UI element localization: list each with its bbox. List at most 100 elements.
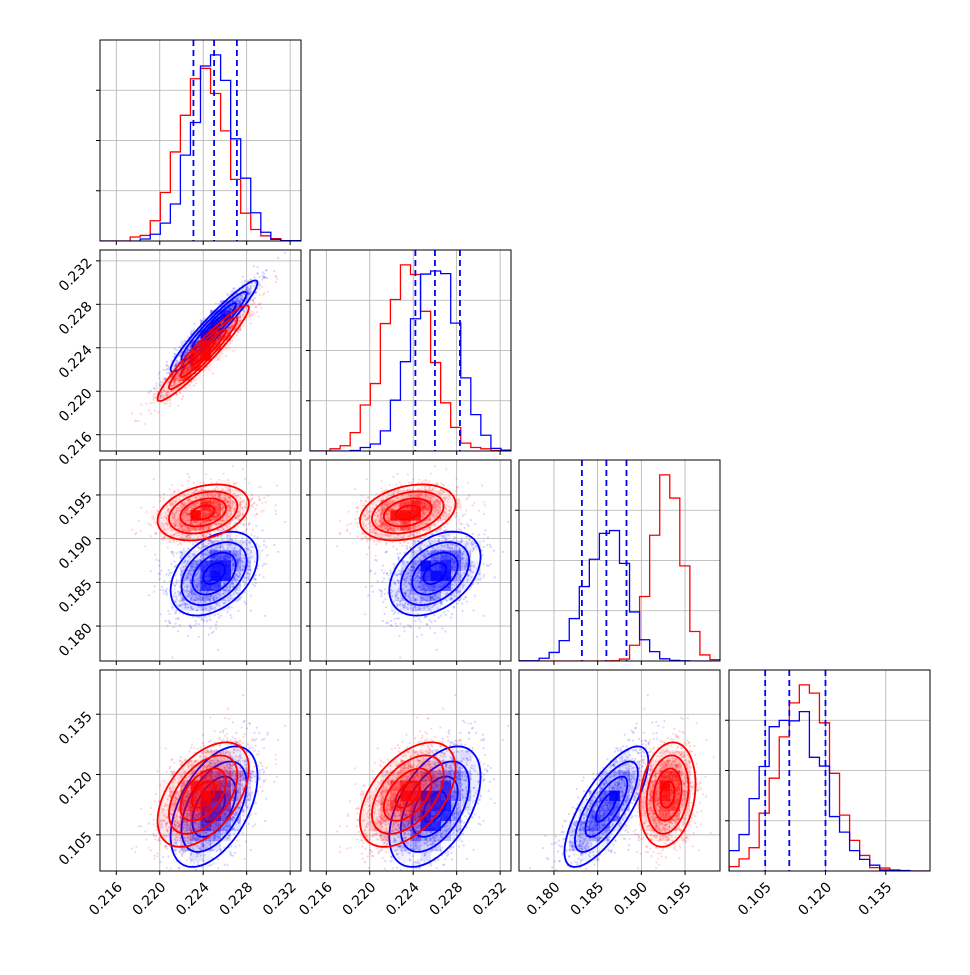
scatter-point — [167, 610, 169, 612]
scatter-point — [174, 585, 176, 587]
scatter-point — [182, 395, 184, 397]
scatter-point — [160, 496, 162, 498]
scatter-point — [150, 402, 152, 404]
scatter-point — [261, 550, 263, 552]
scatter-point — [250, 595, 252, 597]
scatter-point — [153, 478, 155, 480]
scatter-point — [178, 551, 180, 553]
scatter-point — [215, 624, 217, 626]
scatter-point — [212, 631, 214, 633]
scatter-point — [232, 288, 234, 290]
scatter-point — [198, 623, 200, 625]
scatter-point — [241, 537, 243, 539]
scatter-point — [254, 585, 256, 587]
scatter-point — [138, 520, 140, 522]
scatter-point — [158, 573, 160, 575]
scatter-point — [181, 398, 183, 400]
scatter-point — [167, 401, 169, 403]
scatter-point — [170, 563, 172, 565]
scatter-point — [257, 272, 259, 274]
scatter-point — [166, 372, 168, 374]
scatter-panel — [131, 465, 286, 659]
scatter-point — [194, 541, 196, 543]
scatter-point — [250, 609, 252, 611]
scatter-point — [276, 484, 278, 486]
scatter-point — [199, 481, 201, 483]
scatter-point — [165, 620, 167, 622]
scatter-point — [202, 482, 204, 484]
scatter-point — [177, 543, 179, 545]
scatter-point — [266, 554, 268, 556]
scatter-point — [218, 617, 220, 619]
scatter-point — [214, 614, 216, 616]
scatter-point — [277, 551, 279, 553]
scatter-point — [263, 544, 265, 546]
scatter-point — [194, 323, 196, 325]
scatter-point — [179, 392, 181, 394]
scatter-point — [216, 481, 218, 483]
scatter-point — [254, 297, 256, 299]
scatter-point — [198, 636, 200, 638]
scatter-point — [148, 409, 150, 411]
scatter-point — [174, 588, 176, 590]
scatter-point — [253, 514, 255, 516]
scatter-point — [251, 311, 253, 313]
scatter-point — [258, 276, 260, 278]
scatter-point — [150, 535, 152, 537]
scatter-point — [220, 615, 222, 617]
scatter-point — [195, 382, 197, 384]
scatter-point — [190, 626, 192, 628]
y-tick-label: 0.220 — [56, 386, 96, 426]
scatter-point — [198, 616, 200, 618]
scatter-point — [162, 589, 164, 591]
scatter-point — [237, 610, 239, 612]
scatter-point — [148, 523, 150, 525]
scatter-point — [173, 348, 175, 350]
scatter-point — [245, 530, 247, 532]
scatter-point — [158, 377, 160, 379]
scatter-point — [233, 483, 235, 485]
scatter-point — [203, 318, 205, 320]
scatter-point — [244, 519, 246, 521]
scatter-point — [265, 546, 267, 548]
histogram-blue — [310, 271, 511, 451]
scatter-point — [187, 473, 189, 475]
scatter-point — [192, 543, 194, 545]
scatter-point — [165, 377, 167, 379]
scatter-point — [252, 506, 254, 508]
scatter-point — [257, 266, 259, 268]
scatter-point — [163, 580, 165, 582]
scatter-point — [256, 504, 258, 506]
scatter-point — [210, 478, 212, 480]
scatter-point — [180, 543, 182, 545]
scatter-point — [267, 291, 269, 293]
scatter-point — [134, 420, 136, 422]
scatter-point — [144, 423, 146, 425]
scatter-point — [171, 572, 173, 574]
scatter-point — [263, 497, 265, 499]
scatter-point — [232, 465, 234, 467]
scatter-point — [244, 601, 246, 603]
scatter-point — [205, 473, 207, 475]
scatter-point — [253, 265, 255, 267]
scatter-point — [155, 385, 157, 387]
scatter-point — [242, 276, 244, 278]
scatter-point — [160, 570, 162, 572]
scatter-point — [138, 420, 140, 422]
scatter-point — [251, 534, 253, 536]
scatter-point — [261, 502, 263, 504]
scatter-point — [225, 355, 227, 357]
scatter-point — [174, 353, 176, 355]
scatter-point — [260, 511, 262, 513]
scatter-point — [237, 331, 239, 333]
scatter-point — [253, 535, 255, 537]
scatter-point — [263, 540, 265, 542]
scatter-point — [160, 613, 162, 615]
scatter-point — [258, 545, 260, 547]
scatter-point — [236, 535, 238, 537]
scatter-point — [177, 617, 179, 619]
scatter-point — [175, 394, 177, 396]
scatter-point — [252, 529, 254, 531]
histogram-blue — [100, 55, 301, 241]
scatter-point — [236, 334, 238, 336]
